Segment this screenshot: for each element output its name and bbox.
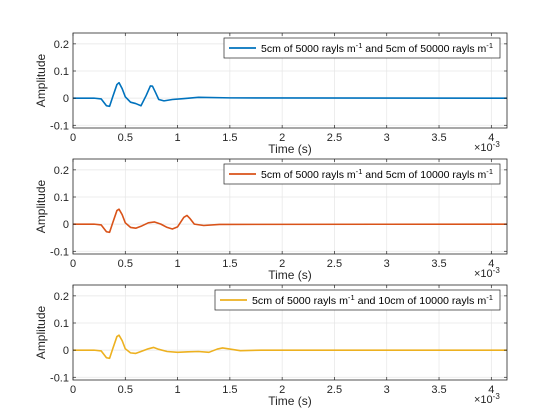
x-tick-label: 1: [175, 384, 181, 396]
x-tick-label: 0: [70, 258, 76, 270]
x-axis-label: Time (s): [268, 394, 312, 408]
x-tick-label: 1.5: [222, 132, 237, 144]
x-tick-label: 2: [279, 258, 285, 270]
y-tick-label: 0.1: [54, 192, 69, 204]
legend-label: 5cm of 5000 rayls m-1 and 10cm of 10000 …: [252, 293, 493, 307]
legend-label: 5cm of 5000 rayls m-1 and 5cm of 10000 r…: [261, 167, 493, 181]
x-exponent-label: ×10-3: [474, 140, 500, 154]
x-tick-label: 3.5: [431, 258, 446, 270]
y-axis-label: Amplitude: [34, 54, 48, 108]
legend-label: 5cm of 5000 rayls m-1 and 5cm of 50000 r…: [261, 41, 493, 55]
y-tick-label: 0.1: [54, 66, 69, 78]
legend-box: [214, 289, 501, 311]
series-line: [73, 334, 507, 360]
x-axis-label: Time (s): [268, 142, 312, 156]
y-axis-label: Amplitude: [34, 306, 48, 360]
x-tick-label: 3: [384, 132, 390, 144]
axes-box: [72, 284, 508, 381]
y-tick-label: 0: [63, 345, 69, 357]
x-tick-label: 1.5: [222, 258, 237, 270]
legend: 5cm of 5000 rayls m-1 and 5cm of 50000 r…: [223, 37, 501, 59]
x-tick-label: 2: [279, 132, 285, 144]
x-tick-label: 4: [488, 258, 494, 270]
x-tick-label: 4: [488, 384, 494, 396]
x-tick-label: 1: [175, 258, 181, 270]
x-exponent-label: ×10-3: [474, 392, 500, 406]
x-tick-label: 0.5: [118, 258, 133, 270]
x-exponent-label: ×10-3: [474, 266, 500, 280]
legend-box: [223, 163, 501, 185]
y-tick-label: 0.2: [54, 291, 69, 303]
legend-box: [223, 37, 501, 59]
x-tick-label: 3: [384, 258, 390, 270]
y-tick-label: 0: [63, 93, 69, 105]
axes-box: [72, 32, 508, 129]
x-tick-label: 3.5: [431, 132, 446, 144]
x-tick-label: 0.5: [118, 132, 133, 144]
x-tick-label: 2.5: [327, 132, 342, 144]
y-tick-label: -0.1: [50, 120, 69, 132]
x-tick-label: 1.5: [222, 384, 237, 396]
y-tick-label: -0.1: [50, 372, 69, 384]
x-tick-label: 0: [70, 384, 76, 396]
x-tick-label: 0: [70, 132, 76, 144]
y-tick-label: 0.2: [54, 165, 69, 177]
y-tick-label: 0.1: [54, 318, 69, 330]
y-tick-label: -0.1: [50, 246, 69, 258]
series-line: [73, 81, 508, 108]
x-tick-label: 3: [384, 384, 390, 396]
x-tick-label: 4: [488, 132, 494, 144]
x-tick-label: 2: [279, 384, 285, 396]
y-tick-label: 0: [63, 219, 69, 231]
series-line: [73, 208, 508, 234]
x-tick-label: 2.5: [327, 258, 342, 270]
x-tick-label: 3.5: [431, 384, 446, 396]
x-tick-label: 2.5: [327, 384, 342, 396]
legend: 5cm of 5000 rayls m-1 and 10cm of 10000 …: [214, 289, 501, 311]
x-tick-label: 0.5: [118, 384, 133, 396]
y-tick-label: 0.2: [54, 39, 69, 51]
y-axis-label: Amplitude: [34, 180, 48, 234]
x-tick-label: 1: [175, 132, 181, 144]
axes-box: [72, 158, 508, 255]
legend: 5cm of 5000 rayls m-1 and 5cm of 10000 r…: [223, 163, 501, 185]
x-axis-label: Time (s): [268, 268, 312, 282]
